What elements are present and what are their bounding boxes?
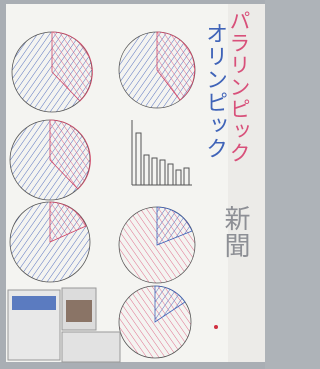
pie-5 bbox=[119, 207, 195, 283]
pie-3 bbox=[10, 120, 90, 200]
pie-4 bbox=[10, 202, 90, 282]
pie-2 bbox=[119, 32, 195, 108]
pie-1 bbox=[12, 32, 92, 112]
page: オリンピック パラリンピック 新聞 (() => { const data = … bbox=[0, 0, 265, 369]
clipping-photo bbox=[12, 296, 56, 310]
clipping bbox=[62, 332, 120, 362]
title-newspaper: 新聞 bbox=[222, 205, 248, 259]
clipping-photo bbox=[66, 300, 92, 322]
title-paralympic: パラリンピック bbox=[228, 10, 249, 164]
pie-6 bbox=[119, 286, 191, 358]
pin bbox=[214, 325, 218, 329]
title-olympic: オリンピック bbox=[203, 22, 225, 160]
